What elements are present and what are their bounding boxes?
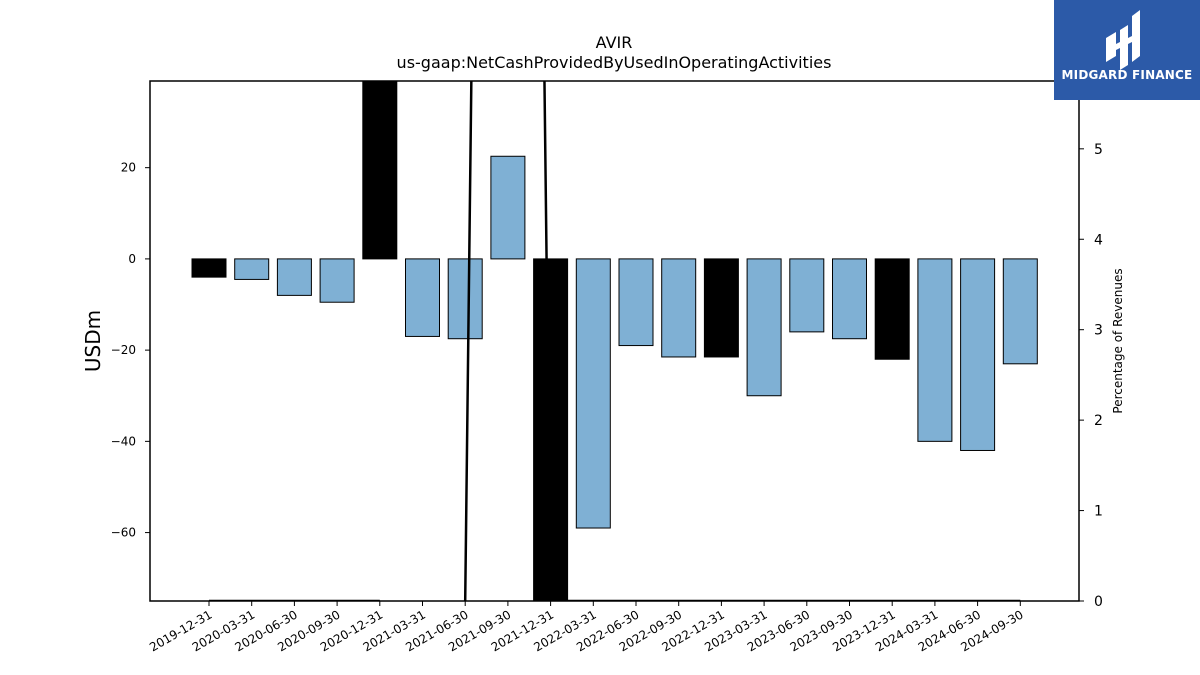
chart-title: AVIR: [596, 33, 633, 52]
bar: [832, 258, 867, 340]
bar: [703, 258, 739, 358]
bar: [575, 258, 611, 529]
bar: [746, 258, 782, 397]
y-axis-label: USDm: [81, 310, 105, 372]
chart-subtitle: us-gaap:NetCashProvidedByUsedInOperating…: [397, 53, 832, 72]
y2-tick-label: 3: [1094, 323, 1103, 339]
logo-mark-icon: [1106, 10, 1140, 70]
y-tick-label: −20: [111, 343, 136, 357]
logo-text: MIDGARD FINANCE: [1061, 68, 1193, 82]
bar: [1002, 258, 1038, 365]
y-tick-label: 20: [121, 161, 136, 175]
y2-axis-label: Percentage of Revenues: [1111, 268, 1125, 413]
y2-tick-label: 2: [1094, 413, 1103, 429]
y2-tick-label: 4: [1094, 232, 1103, 248]
bar: [191, 258, 227, 278]
y-tick-label: −60: [111, 526, 136, 540]
bar: [276, 258, 312, 296]
bar: [234, 258, 270, 280]
bar: [661, 258, 697, 358]
bar: [405, 258, 440, 337]
bar: [789, 258, 825, 333]
bar: [319, 258, 355, 303]
bar: [447, 258, 483, 340]
bar: [874, 258, 910, 360]
brand-logo: MIDGARD FINANCE: [1054, 0, 1200, 100]
bar: [917, 258, 953, 442]
y2-tick-label: 0: [1094, 594, 1103, 610]
bar: [362, 80, 398, 260]
bar: [960, 258, 996, 451]
y2-tick-label: 5: [1094, 142, 1103, 158]
y2-tick-label: 1: [1094, 504, 1103, 520]
y-tick-label: −40: [111, 434, 136, 448]
y-tick-label: 0: [128, 252, 136, 266]
bar: [490, 155, 526, 260]
bar: [618, 258, 654, 347]
plot-frame: [149, 80, 1080, 602]
